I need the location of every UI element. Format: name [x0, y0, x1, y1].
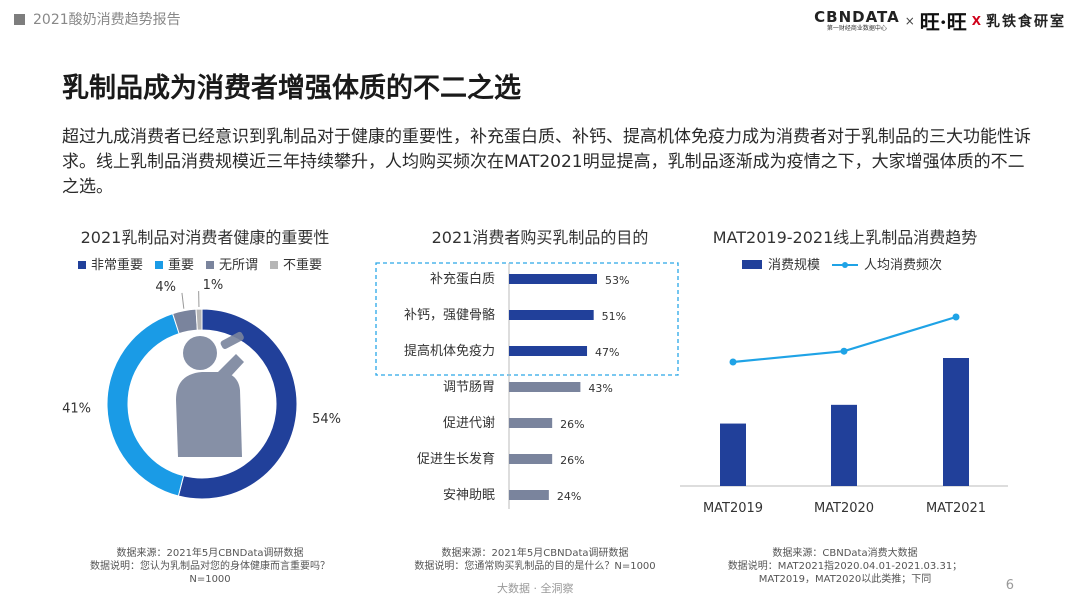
bar-category-4: 促进代谢 [443, 415, 495, 431]
intro-paragraph: 超过九成消费者已经意识到乳制品对于健康的重要性，补充蛋白质、补钙、提高机体免疫力… [62, 127, 1031, 197]
legend-swatch-1 [155, 261, 163, 269]
bar-value-0: 53% [605, 274, 629, 287]
bar-category-6: 安神助眠 [443, 488, 495, 503]
bar-category-5: 促进生长发育 [417, 451, 495, 467]
bar-4 [509, 418, 553, 428]
chart3-title: MAT2019-2021线上乳制品消费趋势 [712, 228, 978, 247]
frequency-point-0 [729, 358, 737, 366]
frequency-line [732, 315, 957, 364]
cbndata-wordmark: CBNDATA [814, 7, 900, 26]
bar-2 [509, 346, 588, 356]
importance-donut-chart: 非常重要 重要 无所谓 不重要 54% 41% 4% 1% [62, 257, 341, 500]
donut-leader-2 [181, 292, 185, 309]
bar-value-4: 26% [560, 418, 584, 431]
chart1-source: 数据来源：2021年5月CBNData调研数据 [116, 548, 304, 559]
legend-swatch-0 [78, 261, 86, 269]
consumption-trend-chart: 消费规模 人均消费频次 MAT2019 MAT2020 MAT2021 [680, 257, 1008, 516]
bar-3 [509, 382, 581, 392]
bar-0 [509, 274, 597, 284]
collab-x-red: X [971, 13, 981, 28]
bar-value-5: 26% [560, 454, 584, 467]
x-tick-0: MAT2019 [703, 501, 763, 516]
legend-label-1: 重要 [168, 257, 194, 273]
frequency-point-1 [840, 347, 848, 355]
bar-category-3: 调节肠胃 [443, 380, 495, 395]
chart2-source-note: 数据来源：2021年5月CBNData调研数据 数据说明：您通常购买乳制品的目的… [385, 547, 685, 573]
legend-line-dot [842, 262, 848, 268]
chart1-note: 数据说明：您认为乳制品对您的身体健康而言重要吗？ [90, 561, 330, 572]
legend-line-label: 人均消费频次 [864, 257, 942, 273]
legend-swatch-3 [270, 261, 278, 269]
person-drinking-icon [176, 331, 244, 457]
highlight-box [375, 262, 679, 376]
purchase-purpose-bar-chart: 补充蛋白质 53% 补钙，强健骨骼 51% 提高机体免疫力 47% 调节肠胃 43% 促进代谢 2… [375, 262, 679, 509]
footer-tagline: 大数据 · 全洞察 [497, 582, 574, 595]
chart1-source-note: 数据来源：2021年5月CBNData调研数据 数据说明：您认为乳制品对您的身体… [50, 547, 370, 586]
trend-bar-0 [720, 423, 746, 486]
chart3-source-note: 数据来源：CBNData消费大数据 数据说明：MAT2021指2020.04.0… [695, 547, 995, 586]
bar-value-6: 24% [557, 490, 581, 503]
x-tick-2: MAT2021 [926, 501, 986, 516]
legend-label-0: 非常重要 [91, 257, 143, 273]
cbndata-subtitle: 第一财经商业数据中心 [826, 24, 887, 32]
legend-label-3: 不重要 [283, 257, 322, 273]
header-square-icon [14, 13, 25, 25]
bar-6 [509, 490, 549, 500]
donut-label-3: 1% [203, 278, 224, 293]
donut-label-2: 4% [155, 280, 176, 295]
donut-label-0: 54% [312, 412, 341, 427]
donut-label-1: 41% [62, 401, 91, 416]
bar-category-1: 补钙，强健骨骼 [404, 307, 495, 323]
legend-label-2: 无所谓 [219, 258, 258, 273]
chart2-note: 数据说明：您通常购买乳制品的目的是什么？N=1000 [414, 561, 656, 572]
frequency-point-2 [952, 313, 960, 321]
bar-5 [509, 454, 553, 464]
brand-logos: CBNDATA 第一财经商业数据中心 × 旺·旺 X 乳铁食研室 [814, 6, 1066, 35]
trend-bar-1 [831, 404, 857, 486]
bar-value-2: 47% [595, 346, 619, 359]
bar-value-3: 43% [588, 382, 612, 395]
donut-slice-3 [195, 308, 203, 331]
wangwang-logo: 旺·旺 [919, 10, 967, 34]
report-title: 2021酸奶消费趋势报告 [33, 12, 181, 28]
collab-x: × [904, 13, 915, 28]
chart3-note: 数据说明：MAT2021指2020.04.01-2021.03.31； [727, 561, 963, 572]
legend-bar-swatch [742, 260, 762, 269]
x-tick-1: MAT2020 [814, 501, 874, 516]
trend-bar-2 [943, 358, 969, 486]
chart1-note2: N=1000 [189, 574, 231, 585]
legend-swatch-2 [206, 261, 214, 269]
bar-value-1: 51% [602, 310, 626, 323]
chart3-source: 数据来源：CBNData消费大数据 [772, 548, 918, 559]
page-number: 6 [1005, 578, 1014, 593]
report-header: 2021酸奶消费趋势报告 [14, 9, 181, 29]
page-title: 乳制品成为消费者增强体质的不二之选 [62, 73, 521, 104]
chart2-title: 2021消费者购买乳制品的目的 [431, 228, 649, 247]
chart2-source: 数据来源：2021年5月CBNData调研数据 [441, 548, 629, 559]
chart3-note2: MAT2019，MAT2020以此类推；下同 [758, 574, 932, 585]
cbndata-logo: CBNDATA 第一财经商业数据中心 [814, 9, 900, 33]
bar-1 [509, 310, 594, 320]
bar-category-2: 提高机体免疫力 [404, 343, 495, 359]
donut-slice-1 [106, 313, 185, 497]
bar-category-0: 补充蛋白质 [430, 271, 495, 287]
milk-lab-logo: 乳铁食研室 [986, 13, 1066, 30]
legend-bar-label: 消费规模 [768, 258, 820, 273]
chart1-title: 2021乳制品对消费者健康的重要性 [80, 228, 330, 247]
